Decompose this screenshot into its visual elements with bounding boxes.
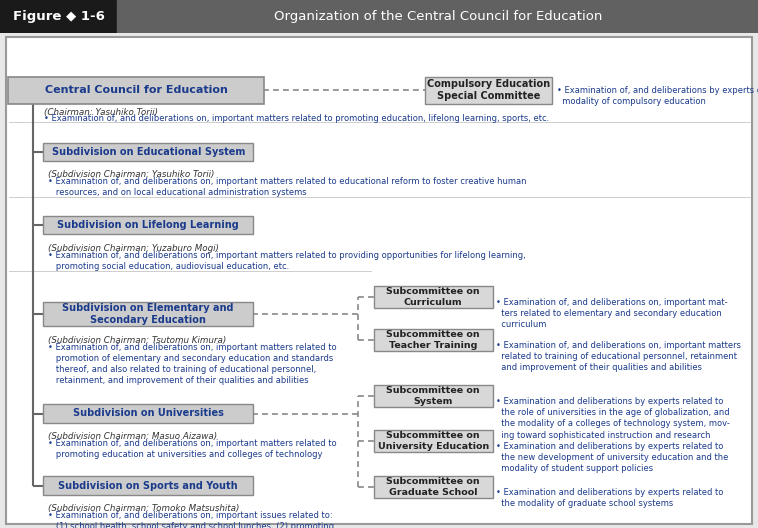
FancyBboxPatch shape bbox=[43, 476, 253, 495]
Text: Subcommittee on
System: Subcommittee on System bbox=[387, 386, 480, 407]
Text: Subdivision on Sports and Youth: Subdivision on Sports and Youth bbox=[58, 480, 238, 491]
Bar bbox=[117, 0, 758, 33]
Text: (Subdivision Chairman: Masuo Aizawa): (Subdivision Chairman: Masuo Aizawa) bbox=[48, 432, 217, 441]
Text: Subdivision on Educational System: Subdivision on Educational System bbox=[52, 147, 245, 157]
Text: Subcommittee on
Graduate School: Subcommittee on Graduate School bbox=[387, 477, 480, 497]
Text: • Examination and deliberations by experts related to
  the modality of graduate: • Examination and deliberations by exper… bbox=[496, 488, 724, 508]
FancyBboxPatch shape bbox=[8, 77, 264, 103]
Text: • Examination and deliberations by experts related to
  the role of universities: • Examination and deliberations by exper… bbox=[496, 397, 731, 439]
Bar bbox=[0, 0, 117, 33]
Text: Central Council for Education: Central Council for Education bbox=[45, 85, 227, 95]
FancyBboxPatch shape bbox=[374, 430, 493, 452]
Text: Subdivision on Lifelong Learning: Subdivision on Lifelong Learning bbox=[58, 220, 239, 230]
FancyBboxPatch shape bbox=[43, 143, 253, 161]
Text: Compulsory Education
Special Committee: Compulsory Education Special Committee bbox=[427, 79, 550, 101]
Text: • Examination and deliberations by experts related to
  the new development of u: • Examination and deliberations by exper… bbox=[496, 442, 729, 473]
FancyBboxPatch shape bbox=[374, 286, 493, 308]
Text: Subcommittee on
University Education: Subcommittee on University Education bbox=[377, 431, 489, 451]
Text: • Examination of, and deliberations on, important mat-
  ters related to element: • Examination of, and deliberations on, … bbox=[496, 298, 728, 329]
Text: (Subdivision Chairman: Tsutomu Kimura): (Subdivision Chairman: Tsutomu Kimura) bbox=[48, 336, 226, 345]
FancyBboxPatch shape bbox=[43, 301, 253, 326]
Text: (Subdivision Chairman: Tomoko Matsushita): (Subdivision Chairman: Tomoko Matsushita… bbox=[48, 504, 239, 513]
FancyBboxPatch shape bbox=[43, 404, 253, 422]
Text: Subdivision on Universities: Subdivision on Universities bbox=[73, 408, 224, 418]
Text: Organization of the Central Council for Education: Organization of the Central Council for … bbox=[274, 10, 602, 23]
FancyBboxPatch shape bbox=[374, 476, 493, 498]
Text: • Examination of, and deliberations on, important matters related to
   promotin: • Examination of, and deliberations on, … bbox=[48, 439, 337, 459]
Text: • Examination of, and deliberations on, important matters
  related to training : • Examination of, and deliberations on, … bbox=[496, 341, 741, 372]
Text: • Examination of, and deliberations on, important matters related to
   promotio: • Examination of, and deliberations on, … bbox=[48, 343, 337, 385]
Text: (Chairman: Yasuhiko Torii): (Chairman: Yasuhiko Torii) bbox=[44, 108, 158, 117]
Text: Subdivision on Elementary and
Secondary Education: Subdivision on Elementary and Secondary … bbox=[62, 303, 234, 325]
Text: Subcommittee on
Curriculum: Subcommittee on Curriculum bbox=[387, 287, 480, 307]
Text: (Subdivision Chairman: Yuzaburo Mogi): (Subdivision Chairman: Yuzaburo Mogi) bbox=[48, 244, 218, 253]
Text: • Examination of, and deliberations on, important matters related to educational: • Examination of, and deliberations on, … bbox=[48, 177, 526, 197]
Text: • Examination of, and deliberations by experts on the
  modality of compulsory e: • Examination of, and deliberations by e… bbox=[557, 86, 758, 106]
Text: Figure ◆ 1-6: Figure ◆ 1-6 bbox=[13, 10, 105, 23]
FancyBboxPatch shape bbox=[43, 216, 253, 234]
Text: • Examination of, and deliberations on, important matters related to promoting e: • Examination of, and deliberations on, … bbox=[44, 114, 550, 123]
Text: Subcommittee on
Teacher Training: Subcommittee on Teacher Training bbox=[387, 330, 480, 351]
FancyBboxPatch shape bbox=[374, 329, 493, 351]
Text: • Examination of, and deliberations on, important matters related to providing o: • Examination of, and deliberations on, … bbox=[48, 251, 525, 271]
FancyBboxPatch shape bbox=[374, 385, 493, 407]
FancyBboxPatch shape bbox=[425, 77, 552, 103]
Text: (Subdivision Chairman: Yasuhiko Torii): (Subdivision Chairman: Yasuhiko Torii) bbox=[48, 171, 214, 180]
Text: • Examination of, and deliberations on, important issues related to:
   (1) scho: • Examination of, and deliberations on, … bbox=[48, 511, 334, 528]
